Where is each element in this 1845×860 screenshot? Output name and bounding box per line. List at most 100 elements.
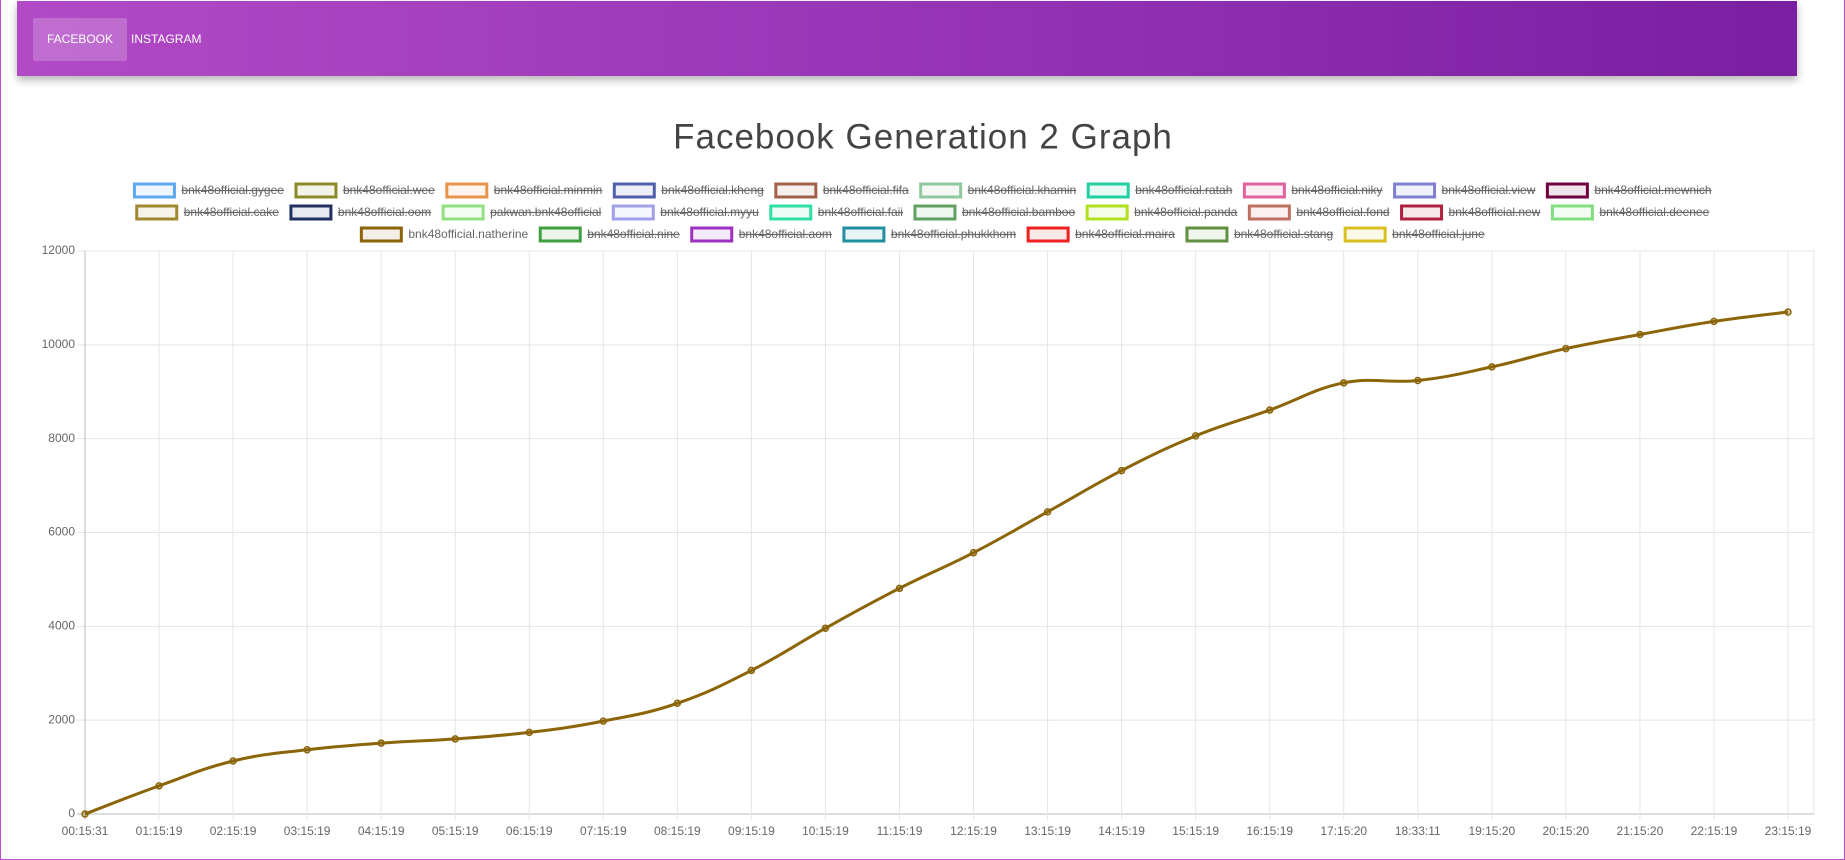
legend-item[interactable]: bnk48official.niky [1242,182,1383,199]
data-point [1562,344,1570,353]
legend-swatch [1242,182,1286,199]
x-tick-label: 03:15:19 [284,824,331,838]
data-point [1043,508,1052,516]
legend-item[interactable]: bnk48official.panda [1085,204,1238,221]
x-tick-label: 09:15:19 [728,824,775,838]
legend-item[interactable]: bnk48official.bamboo [913,204,1076,221]
legend-swatch [690,226,734,243]
legend-item[interactable]: bnk48official.nine [538,226,680,243]
data-point [1710,317,1718,326]
y-tick-label: 0 [68,806,75,820]
x-tick-label: 18:33:11 [1395,824,1441,838]
legend-swatch [1085,204,1129,221]
legend-swatch [774,182,818,199]
legend-item[interactable]: bnk48official.new [1400,204,1541,221]
legend-item[interactable]: bnk48official.maira [1026,226,1175,243]
data-point [969,548,978,557]
legend-swatch [1545,182,1589,199]
data-point [1414,376,1422,385]
legend-swatch [913,204,957,221]
legend-item[interactable]: bnk48official.kheng [612,182,764,199]
legend-swatch [1343,226,1387,243]
legend-swatch [1400,204,1444,221]
x-tick-label: 10:15:19 [802,824,849,838]
legend-swatch [919,182,963,199]
legend-item[interactable]: pakwan.bnk48official [441,204,601,221]
legend-item[interactable]: bnk48official.myyu [611,204,759,221]
x-tick-label: 12:15:19 [950,824,997,838]
legend-item[interactable]: bnk48official.fond [1247,204,1390,221]
legend-label: bnk48official.fifa [823,183,909,197]
x-tick-label: 20:15:20 [1543,824,1590,838]
x-tick-label: 21:15:20 [1617,824,1664,838]
legend-label: bnk48official.deenee [1599,205,1709,219]
legend-label: bnk48official.panda [1134,205,1238,219]
data-point [229,757,237,765]
legend-label: bnk48official.aom [739,227,832,241]
legend-item[interactable]: bnk48official.june [1343,226,1485,243]
y-tick-label: 12000 [42,243,76,257]
nav-tab[interactable]: FACEBOOK [33,18,128,61]
series-line [84,310,1789,816]
legend-label: bnk48official.cake [184,205,280,219]
legend-item[interactable]: bnk48official.deenee [1550,204,1710,221]
data-point [1488,363,1496,371]
legend-item[interactable]: bnk48official.cake [135,204,280,221]
legend-label: bnk48official.natherine [408,227,528,241]
legend-swatch [359,226,403,243]
legend-item[interactable]: bnk48official.mewnich [1545,182,1712,199]
x-tick-label: 22:15:19 [1691,824,1738,838]
legend-item[interactable]: bnk48official.stang [1185,226,1333,243]
legend-item[interactable]: bnk48official.wee [294,182,435,199]
legend-label: bnk48official.kheng [661,183,764,197]
legend-swatch [445,182,489,199]
legend-item[interactable]: bnk48official.minmin [445,182,603,199]
legend-swatch [441,204,485,221]
legend-swatch [538,226,582,243]
data-point [303,745,311,754]
x-tick-label: 14:15:19 [1098,824,1145,838]
legend-label: bnk48official.new [1449,205,1541,219]
legend-item[interactable]: bnk48official.phukkhom [842,226,1016,243]
data-point [599,717,608,725]
legend-item[interactable]: bnk48official.view [1393,182,1536,199]
legend-item[interactable]: bnk48official.faii [769,204,903,221]
data-point [1117,466,1126,475]
legend-item[interactable]: bnk48official.natherine [359,226,529,243]
legend-label: bnk48official.phukkhom [891,227,1016,241]
legend-swatch [612,182,656,199]
legend-item[interactable]: bnk48official.aom [690,226,832,243]
legend-item[interactable]: bnk48official.fifa [774,182,909,199]
legend-label: bnk48official.faii [818,205,903,219]
legend-label: bnk48official.maira [1075,227,1175,241]
legend-item[interactable]: bnk48official.khamin [919,182,1077,199]
legend-label: bnk48official.niky [1291,183,1382,197]
legend-swatch [135,204,179,221]
data-point [821,624,830,632]
legend-label: bnk48official.oom [338,205,431,219]
nav-bar: FACEBOOK INSTAGRAM [17,1,1797,76]
x-tick-label: 00:15:31 [62,824,109,838]
legend-item[interactable]: bnk48official.oom [289,204,431,221]
nav-tab[interactable]: INSTAGRAM [131,32,202,46]
x-tick-label: 07:15:19 [580,824,627,838]
chart-title: Facebook Generation 2 Graph [673,117,1173,156]
legend-swatch [1086,182,1130,199]
x-tick-label: 16:15:19 [1246,824,1293,838]
legend-item[interactable]: bnk48official.ratah [1086,182,1232,199]
data-point [1191,432,1200,440]
legend-label: bnk48official.nine [587,227,680,241]
x-tick-label: 15:15:19 [1172,824,1219,838]
legend-label: bnk48official.minmin [494,183,603,197]
y-tick-label: 10000 [42,337,76,351]
x-tick-label: 06:15:19 [506,824,553,838]
legend-label: bnk48official.bamboo [962,205,1076,219]
data-point [895,584,904,593]
y-tick-label: 2000 [48,712,75,726]
legend-item[interactable]: bnk48official.gygee [132,182,284,199]
y-tick-label: 4000 [48,619,75,633]
y-tick-label: 6000 [48,525,75,539]
legend-label: bnk48official.myyu [660,205,759,219]
